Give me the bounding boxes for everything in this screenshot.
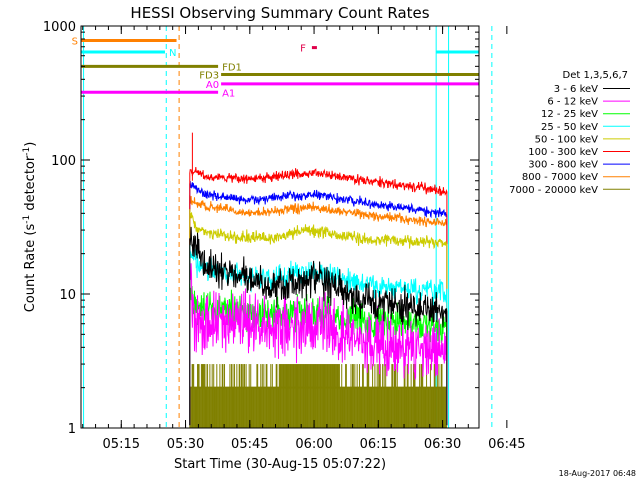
x-tick-label: 06:45 (488, 437, 525, 452)
flare-marker-label: F (300, 44, 306, 55)
flag-label-fd1: FD1 (222, 62, 242, 73)
series-6-12-kev (189, 263, 448, 426)
flag-label-n: N (169, 48, 176, 59)
legend-label-2: 12 - 25 keV (541, 109, 598, 120)
legend-label-3: 25 - 50 keV (541, 122, 598, 133)
y-tick-label: 100 (51, 154, 76, 169)
series-50-100-kev (189, 209, 448, 426)
axes-ticks: 05:15 05:30 05:45 06:00 06:15 06:30 06:45 1 10 10… (43, 20, 526, 452)
series-800-7000-kev (189, 195, 448, 426)
flag-label-a0: A0 (206, 80, 219, 91)
flag-label-fd3: FD3 (199, 70, 219, 81)
x-tick-label: 05:30 (167, 437, 204, 452)
legend-label-7: 800 - 7000 keV (522, 172, 598, 183)
y-tick-label: 1 (68, 422, 76, 437)
legend-label-8: 7000 - 20000 keV (509, 185, 598, 196)
flag-label-s: S (72, 36, 78, 47)
y-axis-label: Count Rate (s-1 detector-1) (22, 142, 38, 313)
x-tick-label: 06:00 (295, 437, 332, 452)
series-300-800-kev (189, 180, 448, 426)
x-tick-label: 05:45 (231, 437, 268, 452)
series-3-6-kev (189, 226, 448, 426)
x-tick-label: 06:30 (424, 437, 461, 452)
y-tick-label: 1000 (43, 20, 76, 35)
y-axis-label-sup2: -1 (22, 147, 32, 156)
x-tick-label: 06:15 (360, 437, 397, 452)
flare-marker (311, 46, 317, 50)
legend-label-5: 100 - 300 keV (528, 147, 598, 158)
axes-frame (80, 25, 480, 429)
y-tick-label: 10 (59, 288, 76, 303)
chart-title: HESSI Observing Summary Count Rates (130, 4, 429, 22)
legend-label-4: 50 - 100 keV (535, 134, 599, 145)
legend-label-1: 6 - 12 keV (547, 97, 598, 108)
y-axis-label-sup1: -1 (22, 215, 32, 224)
series-100-300-kev (189, 167, 448, 426)
y-axis-label-end: ) (23, 142, 38, 147)
legend-label-6: 300 - 800 keV (528, 160, 598, 171)
legend-label-0: 3 - 6 keV (554, 84, 598, 95)
y-axis-label-mid: detector (23, 155, 38, 215)
flag-label-a1: A1 (222, 88, 235, 99)
x-axis-label: Start Time (30-Aug-15 05:07:22) (174, 457, 386, 472)
x-tick-label: 05:15 (103, 437, 140, 452)
legend-title: Det 1,3,5,6,7 (563, 70, 628, 81)
y-axis-label-main: Count Rate (s (23, 224, 38, 313)
footer-timestamp: 18-Aug-2017 06:48 (559, 469, 636, 478)
